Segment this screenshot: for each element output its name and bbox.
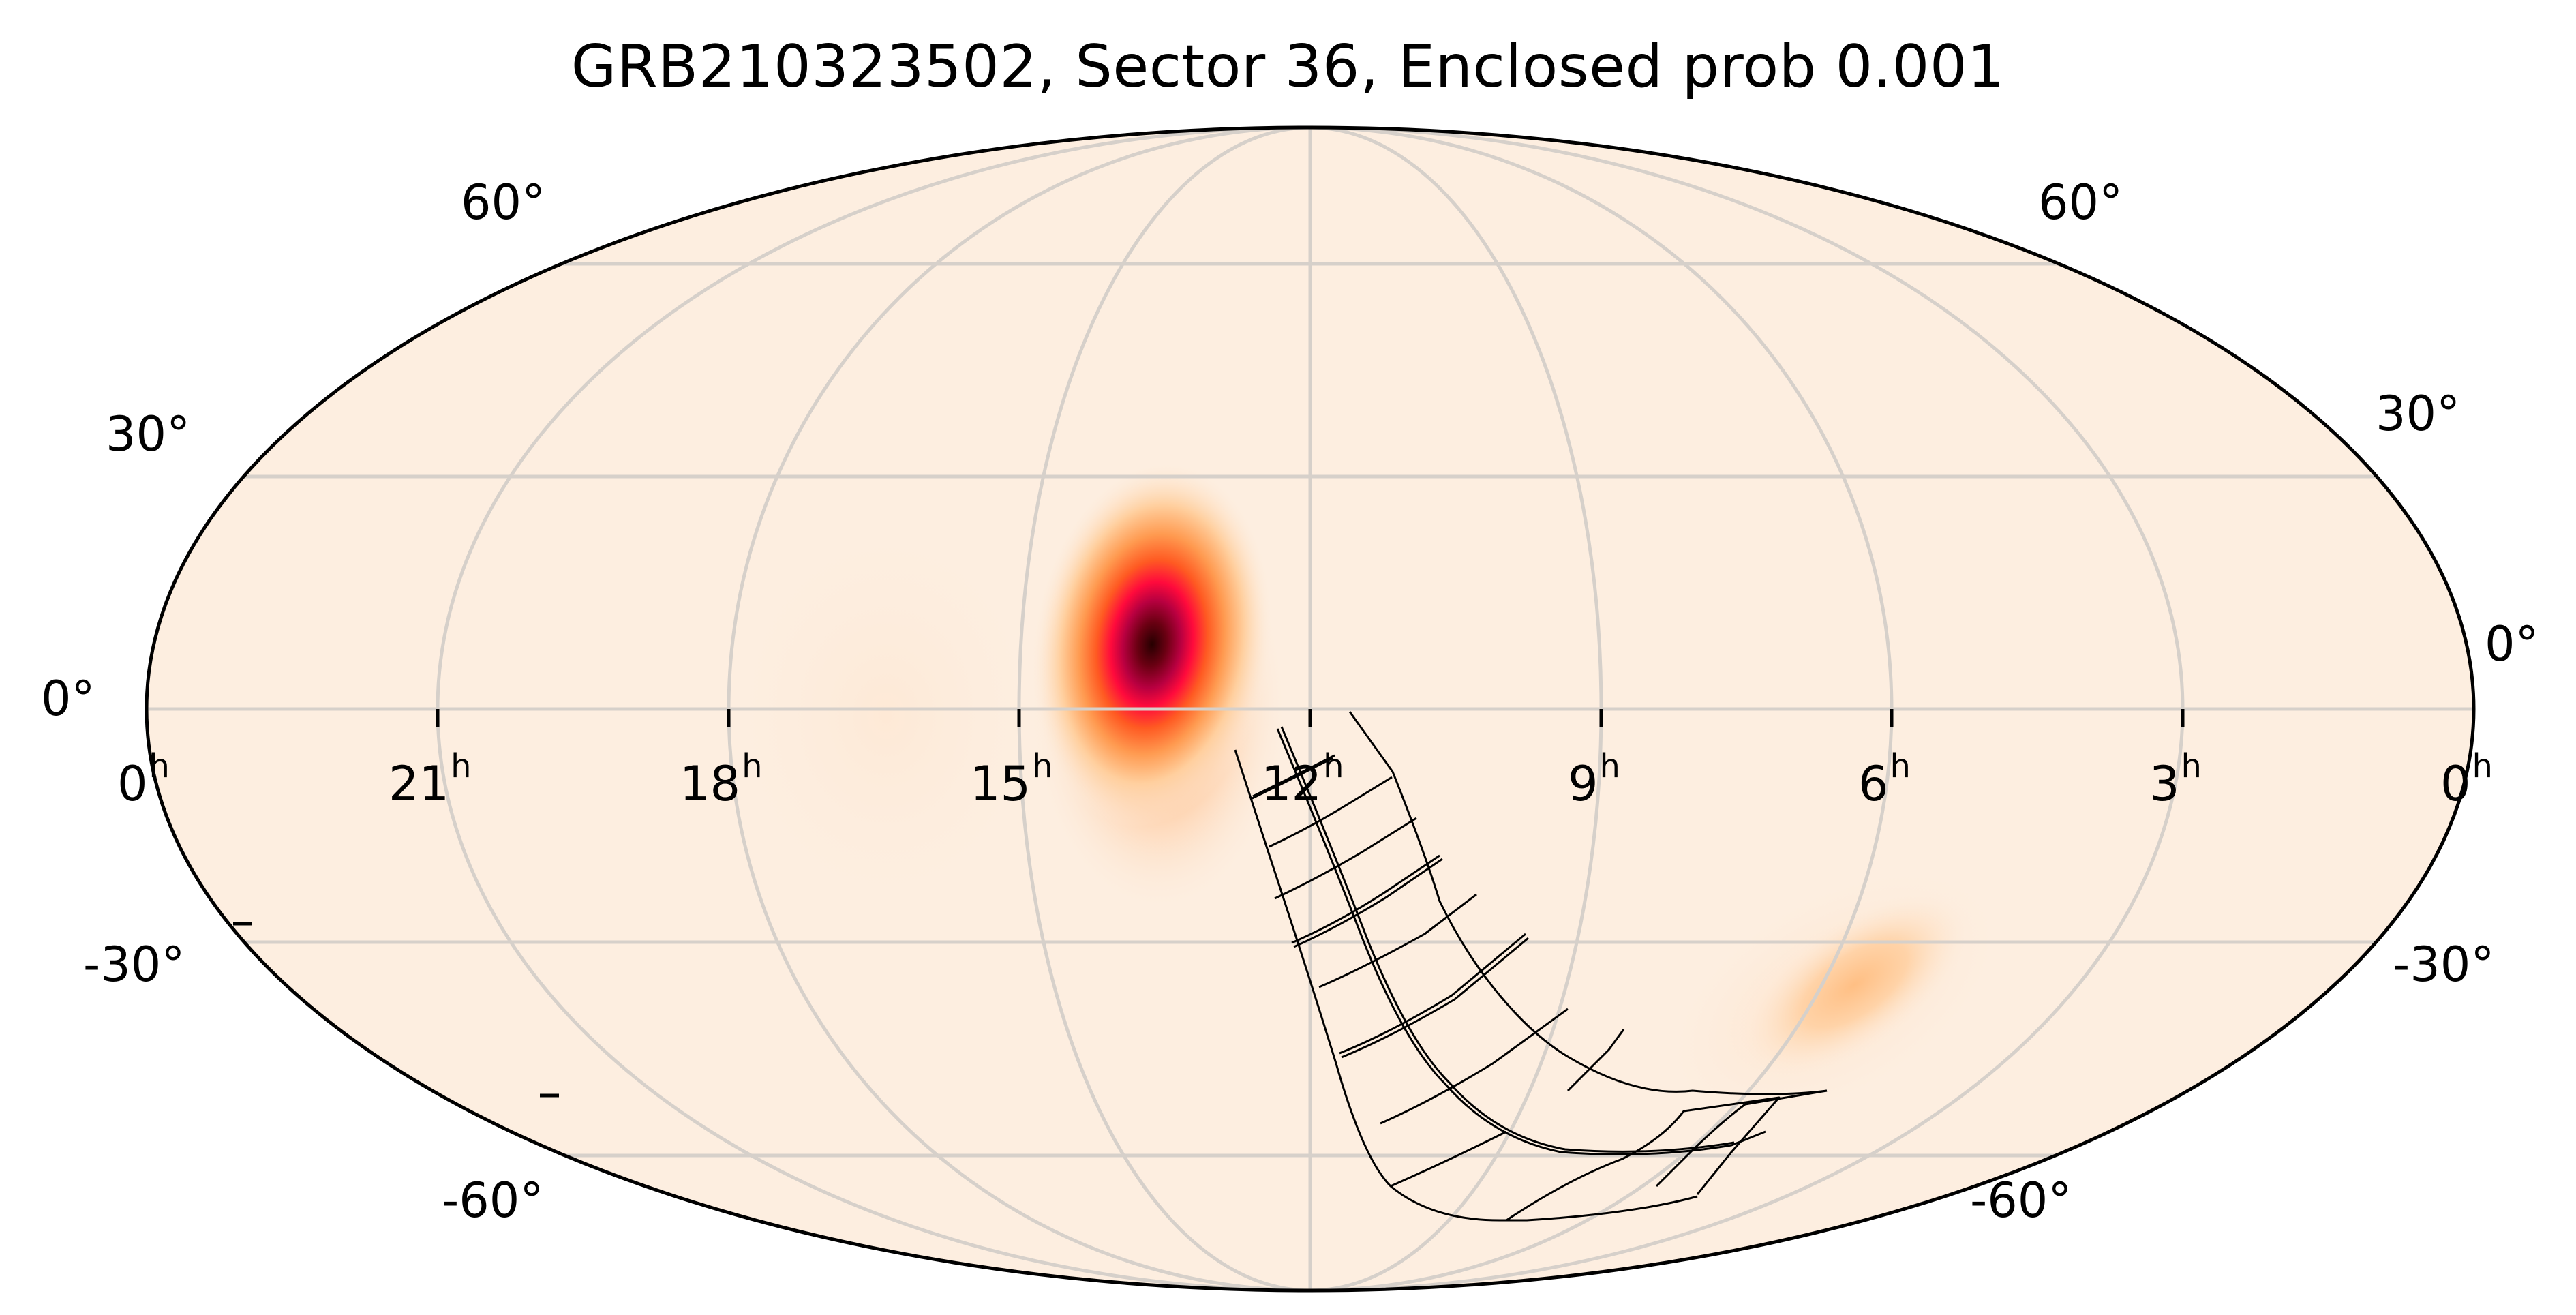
dec-label-left-0: 0° xyxy=(41,671,95,727)
dec-label-left-60: 60° xyxy=(461,175,546,230)
ra-label-12h: 12h xyxy=(1261,747,1344,812)
dec-label-right-60: 60° xyxy=(2038,175,2123,230)
sky-outline xyxy=(145,125,2476,1293)
ra-label-21h: 21h xyxy=(389,747,472,812)
ra-label-0h-left: 0h xyxy=(117,747,170,812)
ra-label-15h: 15h xyxy=(970,747,1053,812)
dec-label-right-minus60: -60° xyxy=(1970,1173,2072,1228)
ra-label-18h: 18h xyxy=(680,747,763,812)
ra-label-6h: 6h xyxy=(1858,747,1911,812)
dec-label-right-30: 30° xyxy=(2376,386,2461,442)
dec-ticks xyxy=(233,922,559,1098)
ra-label-0h-right: 0h xyxy=(2440,747,2493,812)
dec-label-right-minus30: -30° xyxy=(2393,937,2495,993)
ra-label-9h: 9h xyxy=(1568,747,1620,812)
dec-label-left-30: 30° xyxy=(106,406,191,462)
dec-label-right-0: 0° xyxy=(2485,616,2539,672)
chart-title: GRB210323502, Sector 36, Enclosed prob 0… xyxy=(571,33,2005,101)
dec-label-left-minus60: -60° xyxy=(442,1173,544,1228)
tess-footprint xyxy=(1234,711,1828,1222)
dec-label-left-minus30: -30° xyxy=(83,937,185,993)
ra-ticks xyxy=(436,709,2185,727)
ra-label-3h: 3h xyxy=(2149,747,2202,812)
